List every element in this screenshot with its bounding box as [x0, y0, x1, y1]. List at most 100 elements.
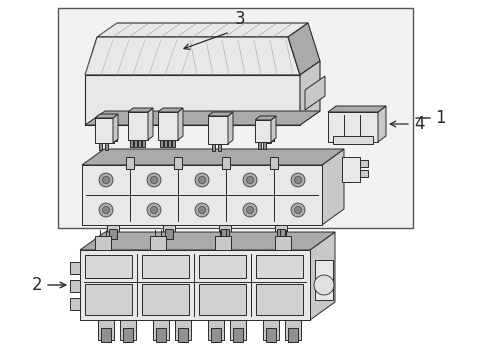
Polygon shape	[215, 236, 230, 250]
Polygon shape	[148, 108, 153, 140]
Bar	[222, 157, 229, 169]
Bar	[359, 170, 367, 177]
Polygon shape	[128, 112, 148, 140]
Polygon shape	[97, 23, 307, 37]
Bar	[172, 140, 175, 147]
Bar	[263, 142, 265, 149]
Bar	[138, 140, 141, 147]
Bar	[105, 143, 108, 150]
Text: 4: 4	[413, 115, 424, 133]
Bar	[109, 229, 117, 239]
Bar	[164, 229, 173, 239]
Bar	[175, 320, 191, 340]
Bar	[134, 140, 137, 147]
Circle shape	[147, 203, 161, 217]
Circle shape	[198, 176, 205, 184]
Text: 1: 1	[434, 109, 445, 127]
Bar	[123, 328, 133, 342]
Bar	[99, 143, 102, 150]
Bar	[126, 157, 134, 169]
Bar	[232, 328, 243, 342]
Polygon shape	[327, 106, 385, 112]
Circle shape	[102, 176, 109, 184]
Polygon shape	[150, 236, 165, 250]
Circle shape	[198, 207, 205, 213]
Polygon shape	[158, 112, 178, 140]
Polygon shape	[80, 232, 334, 250]
Bar	[156, 328, 165, 342]
Polygon shape	[299, 61, 319, 125]
Bar	[163, 140, 167, 147]
Polygon shape	[327, 112, 377, 142]
Circle shape	[195, 173, 208, 187]
Bar	[199, 255, 245, 278]
Polygon shape	[85, 37, 299, 75]
Bar	[210, 328, 221, 342]
Circle shape	[294, 176, 301, 184]
Circle shape	[290, 173, 305, 187]
Bar	[260, 123, 273, 141]
Bar	[120, 320, 136, 340]
Bar	[218, 144, 221, 151]
Bar	[70, 262, 80, 274]
Circle shape	[102, 207, 109, 213]
Polygon shape	[178, 108, 183, 140]
Bar	[287, 328, 297, 342]
Polygon shape	[95, 236, 111, 250]
Circle shape	[147, 173, 161, 187]
Bar	[142, 255, 189, 278]
Circle shape	[150, 176, 157, 184]
Bar	[274, 225, 286, 237]
Text: 3: 3	[235, 10, 245, 28]
Polygon shape	[113, 114, 118, 143]
Bar	[101, 328, 111, 342]
Circle shape	[195, 203, 208, 217]
Bar	[85, 255, 132, 278]
Bar	[256, 255, 303, 278]
Bar	[332, 136, 372, 144]
Polygon shape	[270, 116, 275, 142]
Polygon shape	[95, 118, 113, 143]
Polygon shape	[80, 250, 309, 320]
Bar	[70, 298, 80, 310]
Bar	[85, 284, 132, 315]
Polygon shape	[254, 120, 270, 142]
Circle shape	[246, 207, 253, 213]
Polygon shape	[128, 108, 153, 112]
Bar	[106, 135, 114, 143]
Polygon shape	[85, 75, 299, 125]
Circle shape	[99, 203, 113, 217]
Bar	[207, 320, 224, 340]
Bar	[107, 225, 119, 237]
Bar	[341, 157, 359, 182]
Circle shape	[243, 203, 257, 217]
Circle shape	[294, 207, 301, 213]
Circle shape	[150, 207, 157, 213]
Bar	[168, 140, 171, 147]
Circle shape	[313, 275, 333, 295]
Bar	[263, 320, 279, 340]
Bar	[98, 320, 114, 340]
Bar	[276, 229, 285, 239]
Bar	[130, 140, 133, 147]
Bar	[142, 284, 189, 315]
Bar	[359, 160, 367, 167]
Bar	[58, 8, 412, 228]
Bar	[219, 225, 230, 237]
Bar	[160, 140, 163, 147]
Circle shape	[243, 173, 257, 187]
Polygon shape	[305, 76, 325, 110]
Bar	[285, 320, 301, 340]
Bar	[212, 144, 215, 151]
Circle shape	[246, 176, 253, 184]
Polygon shape	[274, 236, 290, 250]
Bar	[258, 142, 261, 149]
Polygon shape	[314, 260, 332, 300]
Polygon shape	[321, 149, 343, 225]
Bar	[153, 320, 169, 340]
Polygon shape	[82, 165, 321, 225]
Polygon shape	[227, 112, 232, 144]
Polygon shape	[85, 111, 319, 125]
Bar	[221, 229, 228, 239]
Polygon shape	[309, 232, 334, 320]
